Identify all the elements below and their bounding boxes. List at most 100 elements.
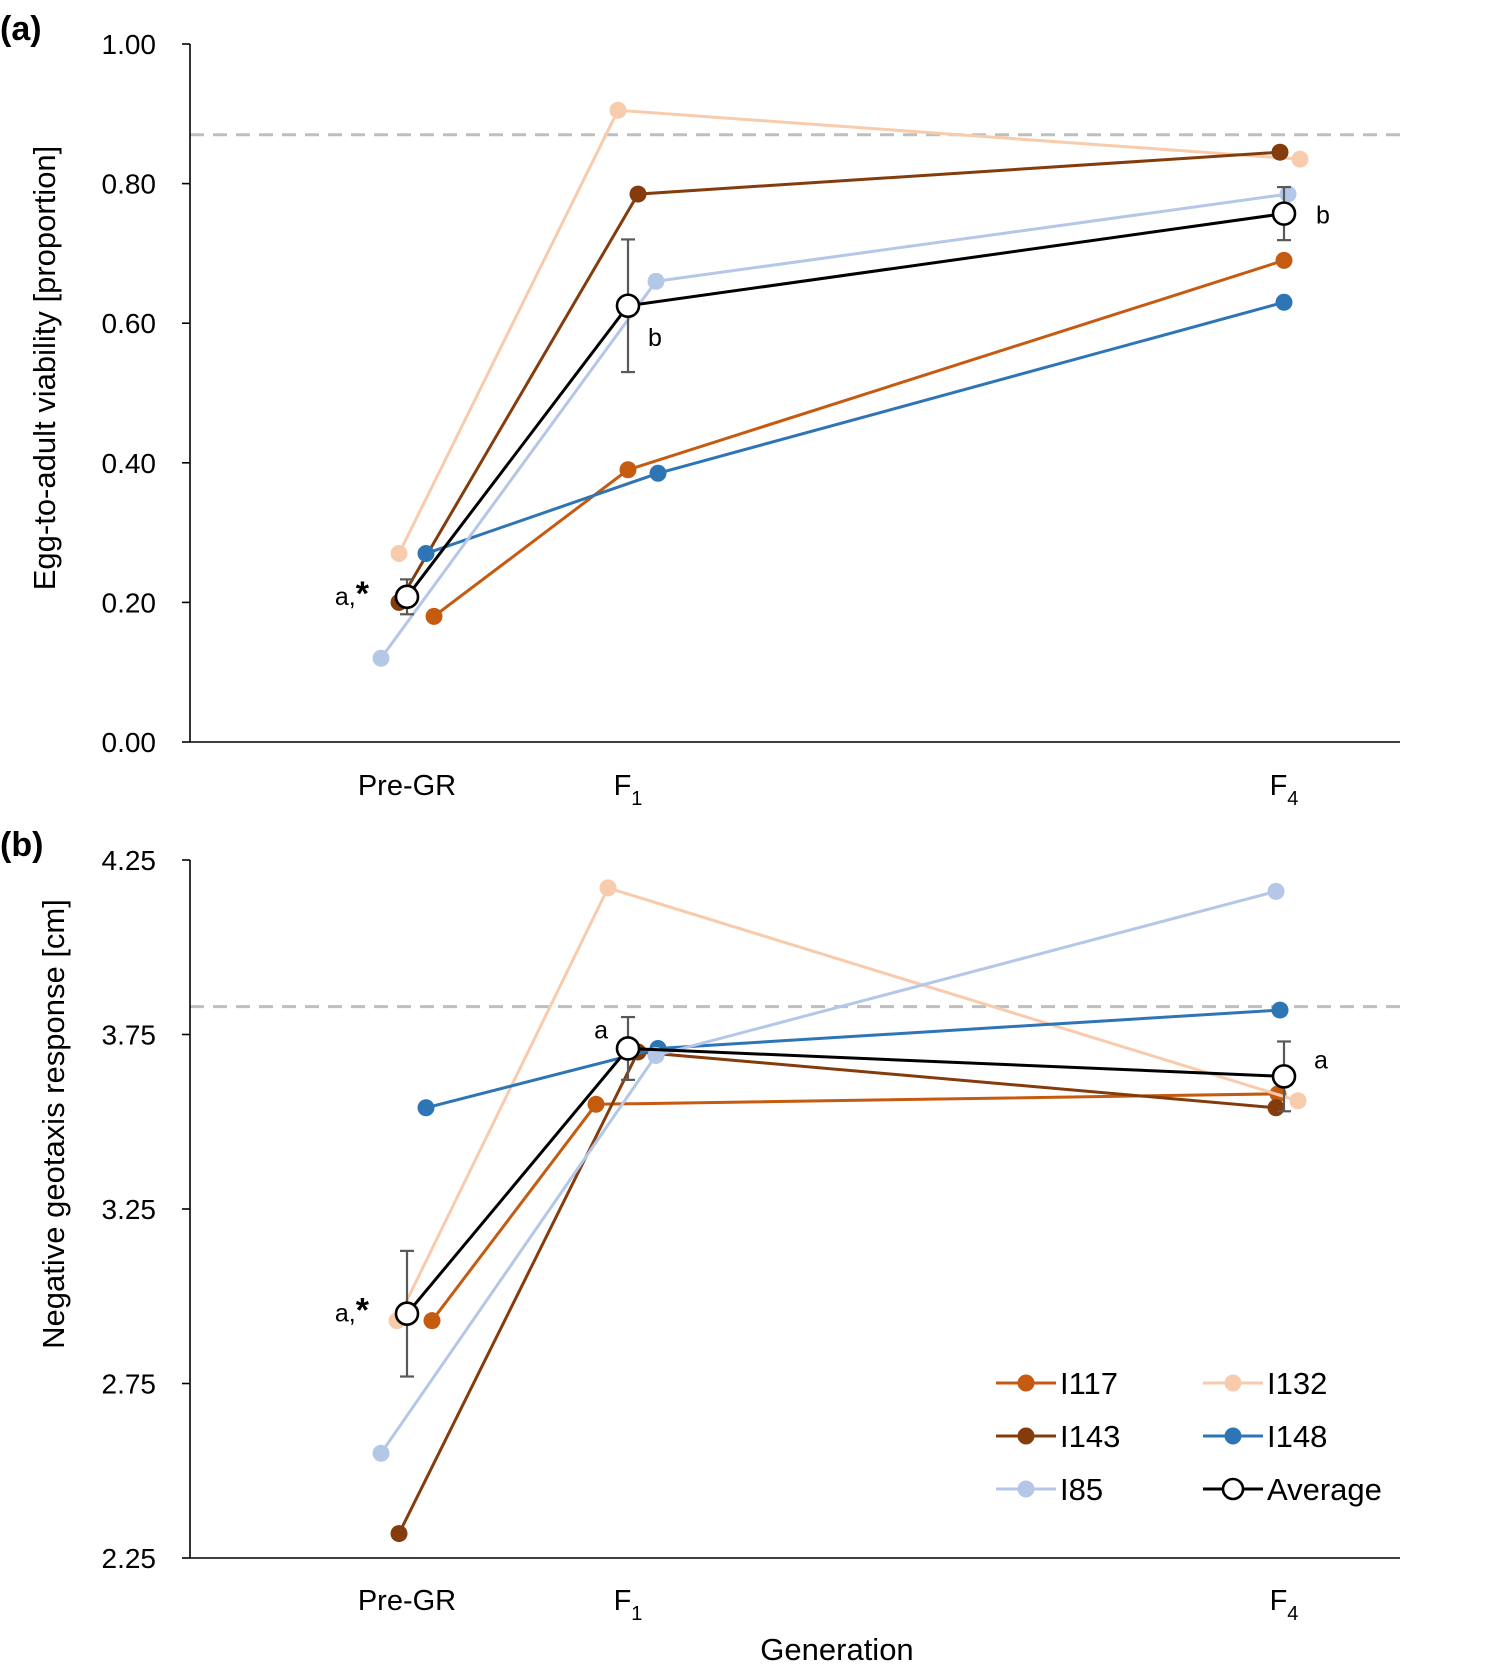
panel-b-point-i132-2	[1289, 1092, 1307, 1110]
panel-b-x-tick-sub-1: 1	[631, 1603, 642, 1625]
legend-label-i117: I117	[1060, 1366, 1118, 1401]
panel-a-annotation-star-0: *	[356, 575, 370, 613]
panel-b-series-i143	[390, 1043, 1285, 1543]
panel-a-annotations: a,* b b	[335, 202, 1330, 613]
panel-a-point-i148-2	[1275, 293, 1293, 311]
panel-a-point-i148-1	[649, 464, 667, 482]
panel-b-point-i117-0	[423, 1312, 441, 1330]
legend-item-i143: I143	[996, 1419, 1120, 1454]
panel-a-point-i117-1	[619, 461, 637, 479]
panel-a-series	[372, 101, 1309, 667]
panel-a-annotation-1: b	[648, 324, 662, 352]
panel-a-point-average-2	[1271, 201, 1297, 226]
legend-item-i132: I132	[1203, 1366, 1327, 1401]
panel-a-x-tick-sub-2: 4	[1287, 788, 1298, 810]
legend-swatch-marker-i85	[1017, 1480, 1035, 1498]
panel-a-point-i132-2	[1291, 150, 1309, 168]
panel-b-chart: (b) Negative geotaxis response [cm] 2.25…	[0, 826, 1400, 1625]
panel-a-annotation-2: b	[1316, 202, 1330, 230]
panel-b-axes: 2.25 2.75 3.25 3.75 4.25 Pre-GR F1 F4	[102, 845, 1400, 1625]
panel-a-axes: 0.00 0.20 0.40 0.60 0.80 1.00 Pre-GR F1 F4	[102, 29, 1400, 810]
panel-a-chart: (a) Egg-to-adult viability [proportion] …	[0, 10, 1400, 810]
panel-a-x-tick-label-2: F4	[1270, 770, 1299, 810]
legend-swatch-marker-i117	[1017, 1374, 1035, 1392]
panel-b-label: (b)	[0, 826, 43, 864]
legend-item-i85: I85	[996, 1472, 1103, 1507]
panel-b-x-tick-label-0: Pre-GR	[358, 1585, 456, 1617]
panel-b-point-average-1	[615, 1036, 641, 1061]
panel-a-point-i117-0	[425, 607, 443, 625]
panel-a-y-tick-label-5: 1.00	[102, 29, 157, 60]
panel-b-y-tick-label-4: 4.25	[102, 845, 157, 876]
panel-b-point-i143-2	[1267, 1099, 1285, 1117]
panel-b-point-i148-2	[1271, 1001, 1289, 1019]
panel-a-x-tick-sub-1: 1	[631, 788, 642, 810]
panel-a-point-i132-1	[609, 101, 627, 119]
legend-label-i148: I148	[1267, 1419, 1327, 1454]
panel-b-ylabel: Negative geotaxis response [cm]	[36, 899, 71, 1349]
panel-a-y-tick-label-3: 0.60	[102, 308, 157, 339]
panel-a-series-i132	[390, 101, 1309, 563]
panel-b-point-i117-1	[587, 1095, 605, 1113]
panel-a-series-i117	[425, 251, 1293, 625]
panel-a-y-tick-label-0: 0.00	[102, 727, 157, 758]
panel-a-point-i143-2	[1271, 143, 1289, 161]
legend-label-average: Average	[1267, 1472, 1382, 1507]
panel-a-point-i85-0	[372, 649, 390, 667]
legend-swatch-marker-average	[1221, 1477, 1245, 1501]
panel-b-y-tick-label-1: 2.75	[102, 1369, 157, 1400]
panel-a-point-average-0	[394, 584, 420, 610]
panel-b-series-i117	[423, 1085, 1287, 1330]
panel-a-series-i148	[417, 293, 1293, 563]
panel-a-line-i117	[433, 258, 1285, 618]
panel-b-line-i85	[379, 889, 1277, 1455]
panel-b-point-i85-0	[372, 1444, 390, 1462]
legend-item-average: Average	[1203, 1472, 1382, 1507]
panel-b-line-i132	[395, 886, 1299, 1322]
panel-b-point-i132-1	[599, 879, 617, 897]
panel-a-point-i143-1	[629, 185, 647, 203]
panel-a-point-average-1	[615, 293, 641, 319]
panel-b-point-i148-0	[417, 1099, 435, 1117]
panel-b-x-tick-label-2: F4	[1270, 1585, 1299, 1625]
panel-a-line-i132	[397, 108, 1301, 555]
panel-b-series	[372, 879, 1307, 1543]
panel-b-annotation-2: a	[1314, 1046, 1328, 1074]
x-axis-title: Generation	[760, 1632, 913, 1667]
panel-a-x-tick-label-1: F1	[614, 770, 643, 810]
panel-a-label: (a)	[0, 10, 42, 48]
panel-a-point-i148-0	[417, 545, 435, 563]
legend-label-i132: I132	[1267, 1366, 1327, 1401]
panel-a-point-i85-1	[647, 272, 665, 290]
panel-a-annotation-0: a,*	[335, 575, 370, 613]
panel-a-ylabel: Egg-to-adult viability [proportion]	[27, 146, 62, 591]
legend-label-i143: I143	[1060, 1419, 1120, 1454]
panel-b-series-i132	[388, 879, 1307, 1330]
panel-a-series-i85	[372, 185, 1297, 667]
legend-swatch-marker-i148	[1224, 1427, 1242, 1445]
panel-b-y-tick-label-0: 2.25	[102, 1543, 157, 1574]
legend-label-i85: I85	[1060, 1472, 1103, 1507]
panel-b-series-i85	[372, 882, 1285, 1462]
panel-b-annotation-1: a	[594, 1016, 608, 1044]
panel-b-x-tick-label-1: F1	[614, 1585, 643, 1625]
panel-b-y-tick-label-2: 3.25	[102, 1194, 157, 1225]
panel-a-line-i143	[397, 150, 1281, 604]
panel-a-point-i117-2	[1275, 251, 1293, 269]
panel-b-legend: I117 I132 I143 I148 I85 Average	[996, 1366, 1382, 1507]
legend-swatch-marker-i132	[1224, 1374, 1242, 1392]
panel-b-point-i143-0	[390, 1525, 408, 1543]
panel-a-y-tick-label-1: 0.20	[102, 587, 157, 618]
panel-a-point-i132-0	[390, 545, 408, 563]
panel-b-point-i85-2	[1267, 882, 1285, 900]
panel-a-series-average	[394, 185, 1297, 616]
panel-a-y-tick-label-2: 0.40	[102, 448, 157, 479]
panel-b-x-tick-sub-2: 4	[1287, 1603, 1298, 1625]
panel-b-annotation-star-0: *	[356, 1292, 370, 1330]
panel-b-point-average-0	[394, 1301, 420, 1326]
panel-b-line-i117	[430, 1092, 1279, 1322]
panel-b-point-average-2	[1271, 1064, 1297, 1089]
panel-b-y-tick-label-3: 3.75	[102, 1020, 157, 1051]
panel-a-x-tick-label-0: Pre-GR	[358, 770, 456, 802]
